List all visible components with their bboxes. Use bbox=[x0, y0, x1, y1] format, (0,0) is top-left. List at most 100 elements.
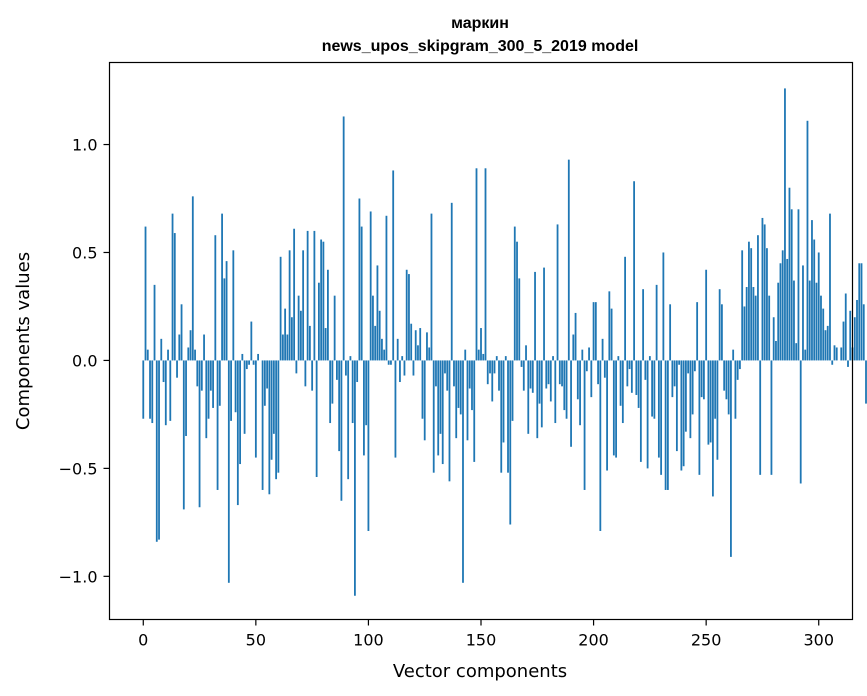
bar bbox=[549, 360, 552, 402]
bar bbox=[561, 360, 563, 387]
bar bbox=[191, 196, 194, 361]
bar bbox=[689, 360, 692, 439]
bar bbox=[642, 289, 645, 361]
bar bbox=[419, 328, 422, 361]
bar bbox=[304, 360, 307, 387]
chart-title-line2: news_upos_skipgram_300_5_2019 model bbox=[322, 38, 639, 55]
bar bbox=[847, 360, 849, 367]
x-axis-ticks: 0 50 100 150 200 250 300 bbox=[138, 619, 834, 650]
bar bbox=[822, 308, 825, 361]
bar bbox=[745, 287, 748, 361]
bar bbox=[351, 360, 354, 424]
bar bbox=[741, 250, 744, 361]
bar bbox=[446, 360, 449, 391]
bar bbox=[824, 330, 827, 361]
bar bbox=[743, 306, 746, 361]
bar bbox=[813, 239, 816, 361]
bars-group bbox=[142, 88, 867, 596]
bar bbox=[401, 356, 404, 361]
bar bbox=[684, 360, 687, 432]
bar bbox=[615, 360, 617, 458]
bar bbox=[693, 360, 696, 372]
bar bbox=[574, 312, 577, 361]
bar bbox=[601, 338, 604, 361]
bar bbox=[281, 334, 284, 361]
bar bbox=[808, 280, 811, 361]
bar bbox=[799, 360, 802, 484]
x-tick-label: 50 bbox=[246, 631, 266, 650]
bar bbox=[619, 360, 622, 406]
bar bbox=[320, 239, 323, 361]
bar bbox=[338, 360, 341, 452]
bar bbox=[673, 360, 676, 387]
bar bbox=[628, 360, 631, 370]
bar bbox=[464, 349, 467, 361]
bar bbox=[336, 360, 338, 380]
bar bbox=[468, 360, 471, 389]
bar bbox=[732, 349, 735, 361]
bar bbox=[383, 349, 386, 361]
bar bbox=[739, 360, 741, 370]
y-tick-label: 0.0 bbox=[72, 351, 97, 370]
bar bbox=[493, 360, 496, 374]
bar bbox=[444, 360, 446, 374]
bar bbox=[153, 284, 156, 361]
bar bbox=[507, 360, 509, 473]
bar bbox=[833, 345, 836, 361]
bar bbox=[538, 360, 541, 404]
bar bbox=[527, 360, 530, 434]
y-tick-label: −0.5 bbox=[59, 459, 98, 478]
bar bbox=[817, 252, 820, 361]
bar bbox=[624, 256, 626, 361]
bar bbox=[187, 347, 190, 361]
bar bbox=[513, 226, 516, 361]
bar bbox=[768, 295, 771, 361]
bar bbox=[770, 360, 773, 475]
bar bbox=[815, 282, 818, 361]
bar bbox=[290, 317, 293, 361]
bar bbox=[227, 360, 230, 583]
bar bbox=[169, 360, 172, 421]
bar bbox=[261, 360, 264, 490]
x-tick-label: 0 bbox=[138, 631, 148, 650]
bar bbox=[363, 360, 365, 456]
bar bbox=[477, 349, 480, 361]
bar bbox=[671, 360, 674, 398]
bar bbox=[200, 360, 203, 391]
bar bbox=[212, 360, 214, 408]
bar bbox=[275, 360, 278, 480]
bar bbox=[522, 360, 525, 391]
bar bbox=[365, 360, 368, 426]
bar bbox=[606, 360, 608, 471]
bar bbox=[721, 304, 723, 361]
bar bbox=[243, 360, 246, 434]
bar bbox=[842, 321, 845, 361]
bar bbox=[644, 360, 647, 380]
bar bbox=[216, 360, 219, 490]
bar bbox=[437, 360, 440, 456]
bar bbox=[376, 265, 379, 361]
bar bbox=[500, 360, 503, 473]
bar bbox=[489, 360, 491, 374]
bar bbox=[865, 360, 867, 404]
bar bbox=[730, 360, 732, 557]
bar bbox=[707, 360, 710, 445]
bar bbox=[829, 213, 831, 361]
bar bbox=[333, 295, 336, 361]
bar bbox=[651, 360, 654, 417]
bar bbox=[284, 308, 287, 361]
bar bbox=[374, 325, 377, 361]
bar bbox=[525, 345, 527, 361]
bar bbox=[835, 347, 838, 361]
bar bbox=[297, 295, 300, 361]
bar bbox=[529, 360, 532, 389]
bar bbox=[655, 284, 658, 361]
bar bbox=[414, 330, 417, 361]
bar bbox=[657, 360, 660, 458]
bar bbox=[385, 215, 388, 361]
bar bbox=[862, 304, 865, 361]
bar bbox=[779, 263, 782, 361]
bar bbox=[793, 280, 795, 361]
bar bbox=[626, 360, 629, 387]
